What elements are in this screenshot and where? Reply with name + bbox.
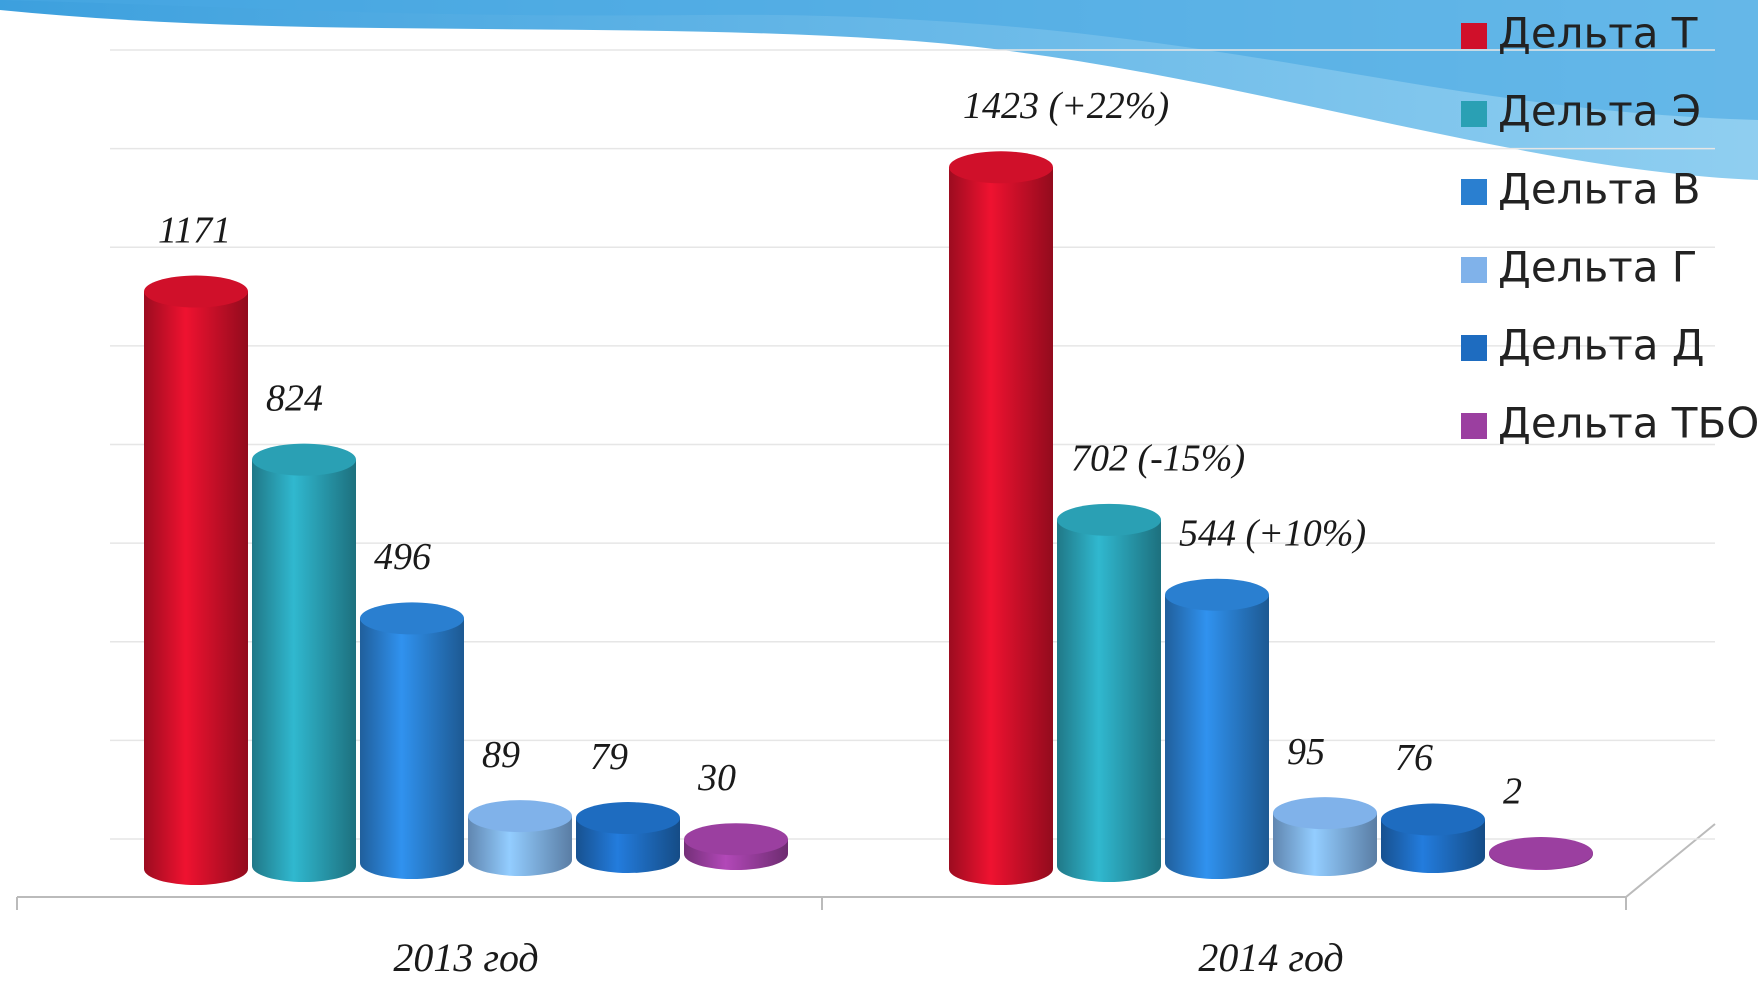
bar: [576, 802, 680, 873]
legend-swatch: [1461, 335, 1487, 361]
bar-body: [144, 291, 248, 869]
bar-body: [252, 459, 356, 866]
bar-top: [684, 823, 788, 856]
value-label: 30: [697, 757, 736, 799]
bar: [1057, 503, 1161, 882]
legend-label: Дельта Т: [1498, 9, 1698, 58]
bar: [360, 602, 464, 879]
value-label: 1171: [158, 209, 231, 251]
legend-label: Дельта Д: [1498, 321, 1705, 370]
bar: [252, 443, 356, 882]
bar: [468, 800, 572, 876]
bar: [1381, 803, 1485, 873]
bar-top: [252, 443, 356, 476]
legend-swatch: [1461, 257, 1487, 283]
legend-label: Дельта Э: [1498, 87, 1701, 136]
value-label: 702 (-15%): [1071, 438, 1245, 480]
bar-top: [1273, 797, 1377, 830]
legend-label: Дельта В: [1498, 165, 1701, 214]
bar-top: [1489, 837, 1593, 870]
bar: [144, 275, 248, 885]
bar-top: [1057, 503, 1161, 536]
legend-swatch: [1461, 101, 1487, 127]
value-label: 79: [590, 736, 628, 778]
bar: [1273, 797, 1377, 876]
legend-label: Дельта Г: [1498, 243, 1697, 292]
bar-top: [1381, 803, 1485, 836]
bar-top: [360, 602, 464, 635]
bar: [949, 151, 1053, 885]
legend-swatch: [1461, 413, 1487, 439]
value-label: 2: [1503, 771, 1522, 813]
bar-top: [144, 275, 248, 308]
value-label: 824: [266, 377, 323, 419]
bar-top: [576, 802, 680, 835]
bar-top: [949, 151, 1053, 184]
bar-body: [1165, 594, 1269, 863]
bar-top: [468, 800, 572, 833]
bar-body: [360, 618, 464, 863]
legend-swatch: [1461, 23, 1487, 49]
legend-swatch: [1461, 179, 1487, 205]
value-label: 544 (+10%): [1179, 512, 1366, 554]
value-label: 89: [482, 734, 520, 776]
bar: [684, 823, 788, 870]
bar-body: [949, 167, 1053, 869]
bar-body: [1057, 519, 1161, 866]
bar: [1489, 837, 1593, 870]
value-label: 76: [1395, 737, 1433, 779]
bar-top: [1165, 578, 1269, 611]
legend-label: Дельта ТБО: [1498, 399, 1758, 448]
x-tick-label: 2014 год: [1198, 935, 1343, 980]
value-label: 1423 (+22%): [963, 85, 1169, 127]
value-label: 95: [1287, 731, 1325, 773]
value-label: 496: [374, 536, 431, 578]
x-tick-label: 2013 год: [393, 935, 538, 980]
bar: [1165, 578, 1269, 879]
background-wave: [0, 0, 1758, 120]
